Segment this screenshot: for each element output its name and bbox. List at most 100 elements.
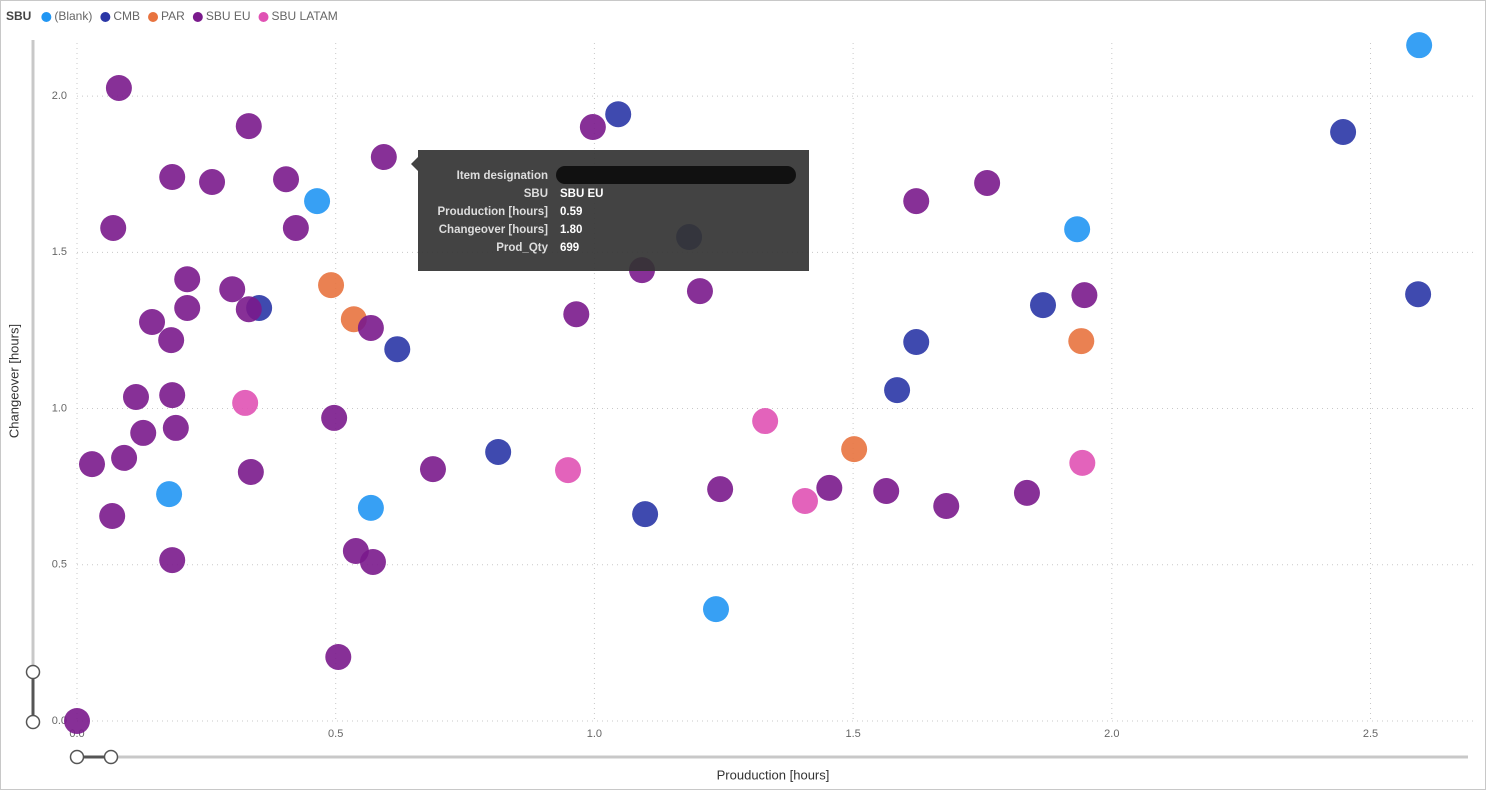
scatter-point[interactable]: [99, 503, 126, 530]
scatter-point[interactable]: [605, 101, 632, 128]
legend: SBU (Blank) CMB PAR SBU EU SBU LATAM: [6, 9, 338, 23]
y-tick-label: 1.5: [52, 246, 67, 258]
tooltip-label: SBU: [524, 188, 548, 200]
scatter-point[interactable]: [237, 458, 264, 485]
legend-marker: [41, 12, 52, 22]
scatter-point[interactable]: [1064, 216, 1091, 243]
scatter-point[interactable]: [555, 457, 582, 484]
tooltip-pointer: [411, 157, 418, 171]
y-slider-handle[interactable]: [25, 714, 41, 730]
y-tick-label: 2.0: [52, 90, 67, 102]
scatter-point[interactable]: [1330, 119, 1357, 146]
legend-marker: [192, 12, 203, 22]
tooltip-label: Prod_Qty: [496, 242, 548, 254]
legend-label[interactable]: PAR: [161, 9, 185, 23]
scatter-point[interactable]: [579, 114, 606, 141]
tooltip-value: SBU EU: [560, 188, 603, 200]
scatter-point[interactable]: [686, 278, 713, 305]
scatter-point[interactable]: [111, 444, 138, 471]
legend-marker: [148, 12, 159, 22]
scatter-point[interactable]: [159, 382, 186, 409]
scatter-point[interactable]: [318, 272, 345, 299]
legend-label[interactable]: SBU LATAM: [272, 9, 338, 23]
scatter-point[interactable]: [156, 481, 183, 508]
scatter-point[interactable]: [1029, 292, 1056, 319]
scatter-point[interactable]: [273, 166, 300, 193]
scatter-point[interactable]: [321, 404, 348, 431]
scatter-point[interactable]: [419, 456, 446, 483]
scatter-point[interactable]: [174, 294, 201, 321]
x-tick-label: 0.5: [328, 728, 343, 740]
scatter-point[interactable]: [632, 501, 659, 528]
legend-label[interactable]: (Blank): [54, 9, 92, 23]
scatter-point[interactable]: [903, 329, 930, 356]
y-tick-label: 1.0: [52, 402, 67, 414]
scatter-point[interactable]: [162, 414, 189, 441]
scatter-point[interactable]: [884, 377, 911, 404]
scatter-point[interactable]: [1405, 281, 1432, 308]
scatter-point[interactable]: [791, 488, 818, 515]
scatter-point[interactable]: [1071, 282, 1098, 309]
scatter-point[interactable]: [158, 327, 185, 354]
scatter-point[interactable]: [130, 419, 157, 446]
x-slider-handle[interactable]: [103, 749, 119, 765]
tooltip-value: 1.80: [560, 224, 582, 236]
y-axis-title: Changeover [hours]: [6, 324, 21, 438]
scatter-point[interactable]: [122, 383, 149, 410]
legend-label[interactable]: SBU EU: [206, 9, 251, 23]
scatter-point[interactable]: [384, 336, 411, 363]
scatter-point[interactable]: [903, 188, 930, 215]
scatter-point[interactable]: [1013, 479, 1040, 506]
x-tick-label: 2.5: [1363, 728, 1378, 740]
scatter-point[interactable]: [174, 266, 201, 293]
x-tick-label: 2.0: [1104, 728, 1119, 740]
legend-marker: [100, 12, 111, 22]
scatter-point[interactable]: [359, 548, 386, 575]
legend-label[interactable]: CMB: [113, 9, 140, 23]
scatter-point[interactable]: [702, 596, 729, 623]
scatter-point[interactable]: [199, 169, 226, 196]
scatter-point[interactable]: [282, 214, 309, 241]
scatter-point[interactable]: [235, 296, 262, 323]
y-tick-label: 0.5: [52, 559, 67, 571]
scatter-point[interactable]: [304, 188, 331, 215]
scatter-point[interactable]: [370, 144, 397, 171]
scatter-point[interactable]: [707, 476, 734, 503]
scatter-point[interactable]: [79, 451, 106, 478]
scatter-point[interactable]: [64, 708, 90, 734]
scatter-point[interactable]: [563, 301, 590, 328]
scatter-point[interactable]: [105, 74, 132, 101]
scatter-point[interactable]: [1069, 449, 1096, 476]
grid: 0.00.51.01.52.00.00.51.01.52.02.5: [52, 43, 1474, 740]
scatter-point[interactable]: [357, 494, 384, 521]
scatter-point[interactable]: [933, 493, 960, 520]
tooltip-label: Changeover [hours]: [439, 224, 548, 236]
legend-marker: [258, 12, 269, 22]
tooltip-label: Prouduction [hours]: [437, 206, 548, 218]
scatter-point[interactable]: [816, 474, 843, 501]
scatter-point[interactable]: [159, 164, 186, 191]
scatter-point[interactable]: [100, 214, 127, 241]
scatter-point[interactable]: [325, 643, 352, 670]
scatter-point[interactable]: [1406, 32, 1433, 59]
scatter-point[interactable]: [219, 276, 246, 303]
scatter-point[interactable]: [235, 113, 262, 140]
tooltip-label: Item designation: [457, 170, 548, 182]
scatter-point[interactable]: [841, 436, 868, 463]
scatter-point[interactable]: [873, 478, 900, 505]
scatter-point[interactable]: [752, 408, 779, 435]
x-tick-label: 1.0: [587, 728, 602, 740]
scatter-point[interactable]: [159, 547, 186, 574]
scatter-point[interactable]: [357, 314, 384, 341]
scatter-point[interactable]: [974, 169, 1001, 196]
scatter-point[interactable]: [485, 438, 512, 465]
scatter-point[interactable]: [139, 309, 166, 336]
x-slider-handle[interactable]: [69, 749, 85, 765]
scatter-point[interactable]: [232, 389, 259, 416]
x-tick-label: 1.5: [845, 728, 860, 740]
y-tick-label: 0.0: [52, 715, 67, 727]
scatter-point[interactable]: [1068, 328, 1095, 355]
y-slider-handle[interactable]: [25, 664, 41, 680]
